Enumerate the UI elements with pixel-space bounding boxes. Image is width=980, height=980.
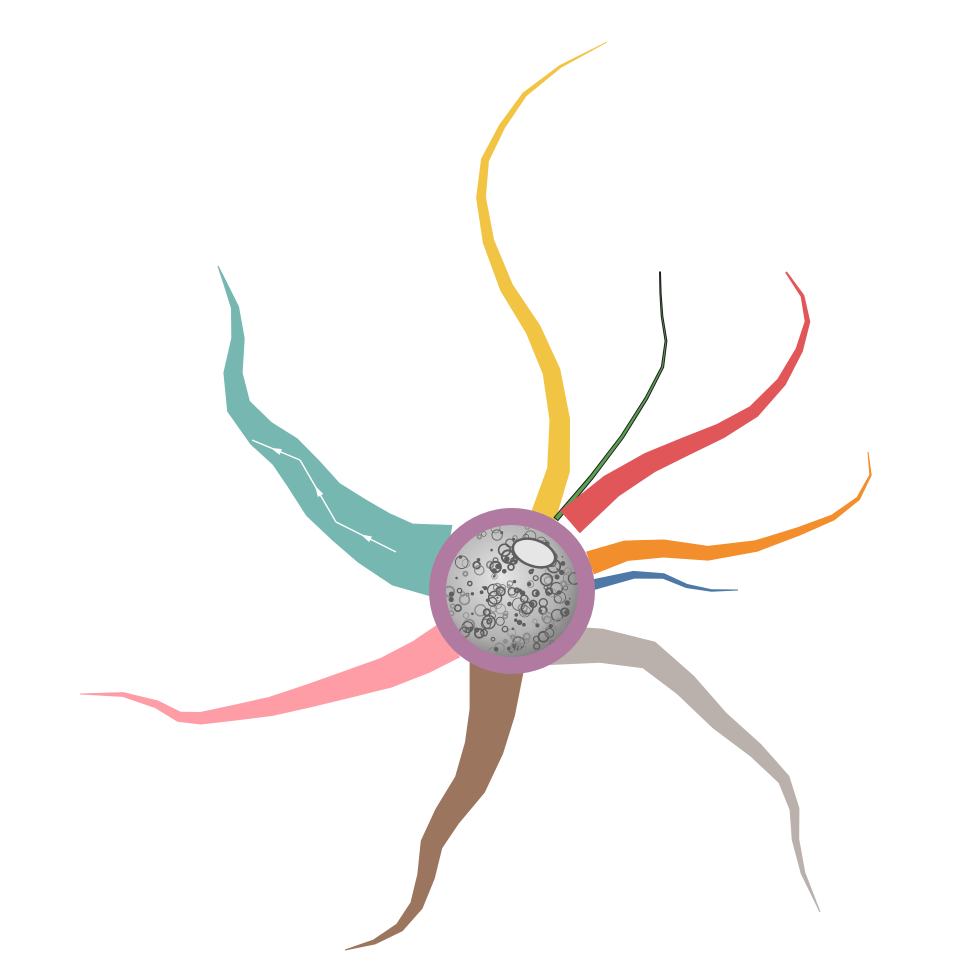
branches-layer	[80, 41, 872, 951]
branch-blue-ribbon	[590, 570, 738, 592]
branch-red	[560, 271, 811, 534]
branch-brown	[344, 662, 525, 951]
branch-blue	[590, 570, 738, 592]
branch-red-ribbon	[560, 271, 811, 534]
branch-gray	[549, 625, 821, 913]
branch-yellow	[476, 41, 608, 525]
branch-pink-ribbon	[80, 622, 461, 725]
branch-teal-ribbon	[217, 265, 453, 599]
branch-green	[553, 271, 668, 522]
branch-pink	[80, 622, 461, 725]
micrograph-texture	[446, 525, 578, 657]
flow-arrow-icon	[360, 534, 372, 543]
flow-arrow-icon	[270, 447, 282, 455]
branch-yellow-ribbon	[476, 41, 608, 525]
branch-gray-ribbon	[549, 625, 821, 913]
branch-orange	[586, 451, 872, 575]
branch-green-ribbon	[553, 271, 668, 522]
branch-orange-ribbon	[586, 451, 872, 575]
branch-teal	[217, 265, 453, 599]
center-node	[429, 508, 595, 674]
branch-brown-ribbon	[344, 662, 525, 951]
flow-arrow-icon	[314, 485, 324, 497]
